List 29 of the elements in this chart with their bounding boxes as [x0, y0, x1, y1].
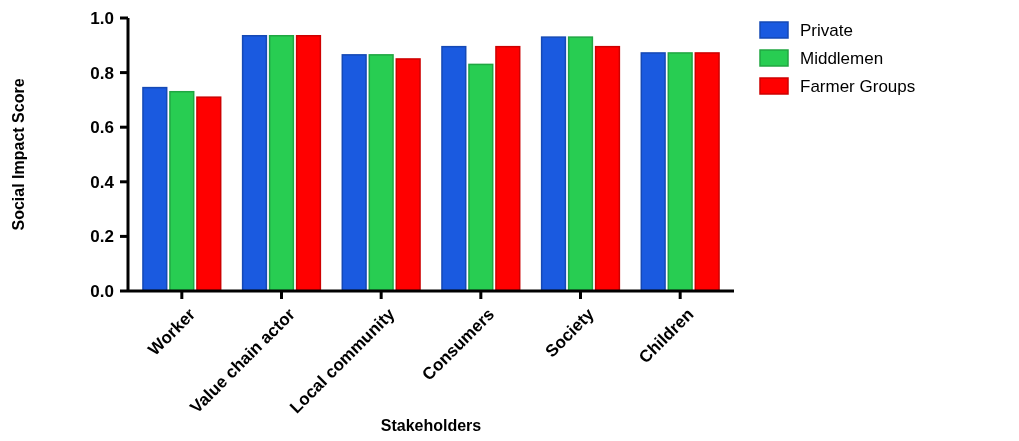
bar — [640, 52, 666, 292]
bar — [468, 63, 494, 292]
y-axis-title: Social Impact Score — [10, 78, 27, 231]
bar — [441, 45, 467, 292]
bar — [341, 54, 367, 292]
bar — [594, 45, 621, 292]
legend-label: Private — [800, 20, 853, 40]
bar — [196, 96, 222, 292]
bar — [395, 58, 421, 292]
bar — [142, 86, 168, 292]
y-tick-label: 0.8 — [90, 63, 114, 83]
bar — [169, 90, 195, 292]
y-tick-label: 0.2 — [90, 227, 114, 247]
bar — [241, 34, 268, 292]
y-tick-label: 0.0 — [90, 281, 114, 301]
y-tick-label: 0.4 — [90, 172, 115, 192]
y-tick-label: 1.0 — [90, 8, 114, 28]
legend-label: Farmer Groups — [800, 76, 916, 96]
bar — [540, 36, 567, 292]
y-tick-label: 0.6 — [90, 118, 114, 138]
bar — [495, 45, 521, 292]
bar — [295, 34, 322, 292]
legend-label: Middlemen — [800, 48, 884, 68]
x-axis-title: Stakeholders — [380, 417, 482, 434]
bar — [667, 52, 693, 292]
bar — [567, 36, 594, 292]
bar — [268, 34, 295, 292]
bar — [368, 54, 394, 292]
bar — [694, 52, 720, 292]
